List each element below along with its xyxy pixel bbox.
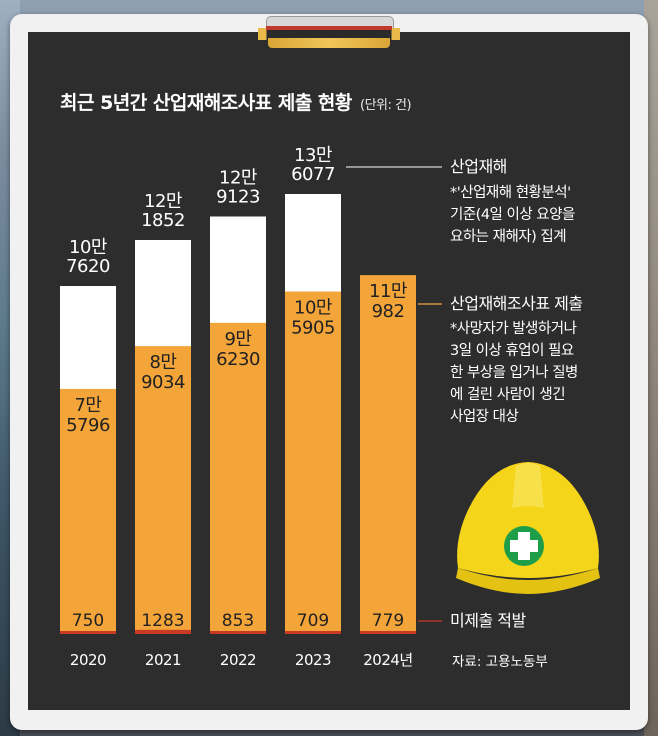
clipboard-clip-icon bbox=[258, 16, 400, 52]
injury-value-label: 1852 bbox=[141, 210, 185, 231]
report-value-label: 9034 bbox=[141, 372, 185, 393]
report-value-label: 10만 bbox=[294, 298, 332, 319]
report-value-label: 5796 bbox=[66, 415, 110, 436]
legend-report-note-line: *사망자가 발생하거나 bbox=[450, 321, 577, 337]
legend-injury-label: 산업재해 bbox=[450, 157, 507, 176]
legend-caught-label: 미제출 적발 bbox=[450, 611, 526, 630]
source-text: 자료: 고용노동부 bbox=[452, 654, 548, 670]
legend-report-note-line: 3일 이상 휴업이 필요 bbox=[450, 343, 574, 359]
chart-title: 최근 5년간 산업재해조사표 제출 현황 (단위: 건) bbox=[60, 88, 412, 115]
category-label: 2023 bbox=[295, 651, 331, 669]
report-bar bbox=[210, 322, 266, 634]
report-bar bbox=[285, 291, 341, 634]
legend-report-label: 산업재해조사표 제출 bbox=[450, 294, 583, 313]
injury-value-label: 10만 bbox=[69, 237, 107, 258]
injury-value-label: 9123 bbox=[216, 186, 260, 207]
injury-value-label: 12만 bbox=[219, 167, 257, 188]
caught-value-label: 750 bbox=[72, 611, 104, 631]
hard-hat-icon bbox=[456, 462, 600, 594]
report-bar bbox=[360, 275, 416, 634]
injury-value-label: 13만 bbox=[294, 145, 332, 166]
caught-bar bbox=[210, 631, 266, 634]
chart-title-text: 최근 5년간 산업재해조사표 제출 현황 bbox=[60, 92, 352, 114]
legend-injury-note-line: 기준(4일 이상 요양을 bbox=[450, 207, 575, 223]
caught-bar bbox=[285, 631, 341, 634]
caught-value-label: 1283 bbox=[141, 611, 184, 631]
legend-injury-note-line: *'산업재해 현황분석' bbox=[450, 185, 571, 201]
caught-value-label: 709 bbox=[297, 611, 329, 631]
injury-value-label: 12만 bbox=[144, 191, 182, 212]
caught-bar bbox=[360, 631, 416, 634]
caught-bar bbox=[135, 629, 191, 634]
injury-value-label: 6077 bbox=[291, 164, 335, 185]
category-label: 2022 bbox=[220, 651, 256, 669]
legend-report-note-line: 한 부상을 입거나 질병 bbox=[450, 365, 578, 381]
report-value-label: 5905 bbox=[291, 318, 335, 339]
legend-report-note-line: 사업장 대상 bbox=[450, 409, 519, 425]
caught-value-label: 853 bbox=[222, 611, 254, 631]
injury-value-label: 7620 bbox=[66, 256, 110, 277]
category-label: 2024년 bbox=[363, 651, 412, 669]
report-value-label: 11만 bbox=[369, 281, 407, 302]
report-bar bbox=[135, 346, 191, 634]
report-value-label: 6230 bbox=[216, 349, 260, 370]
category-label: 2021 bbox=[145, 651, 181, 669]
report-bar bbox=[60, 388, 116, 634]
legend-injury-note-line: 요하는 재해자) 집계 bbox=[450, 229, 567, 245]
legend-report-note-line: 에 걸린 사람이 생긴 bbox=[450, 387, 566, 403]
caught-bar bbox=[60, 631, 116, 634]
chart-unit: (단위: 건) bbox=[360, 98, 412, 113]
report-value-label: 7만 bbox=[74, 395, 101, 416]
caught-value-label: 779 bbox=[372, 611, 404, 631]
category-label: 2020 bbox=[70, 651, 106, 669]
report-value-label: 9만 bbox=[224, 329, 251, 350]
report-value-label: 982 bbox=[372, 301, 405, 322]
report-value-label: 8만 bbox=[149, 352, 176, 373]
